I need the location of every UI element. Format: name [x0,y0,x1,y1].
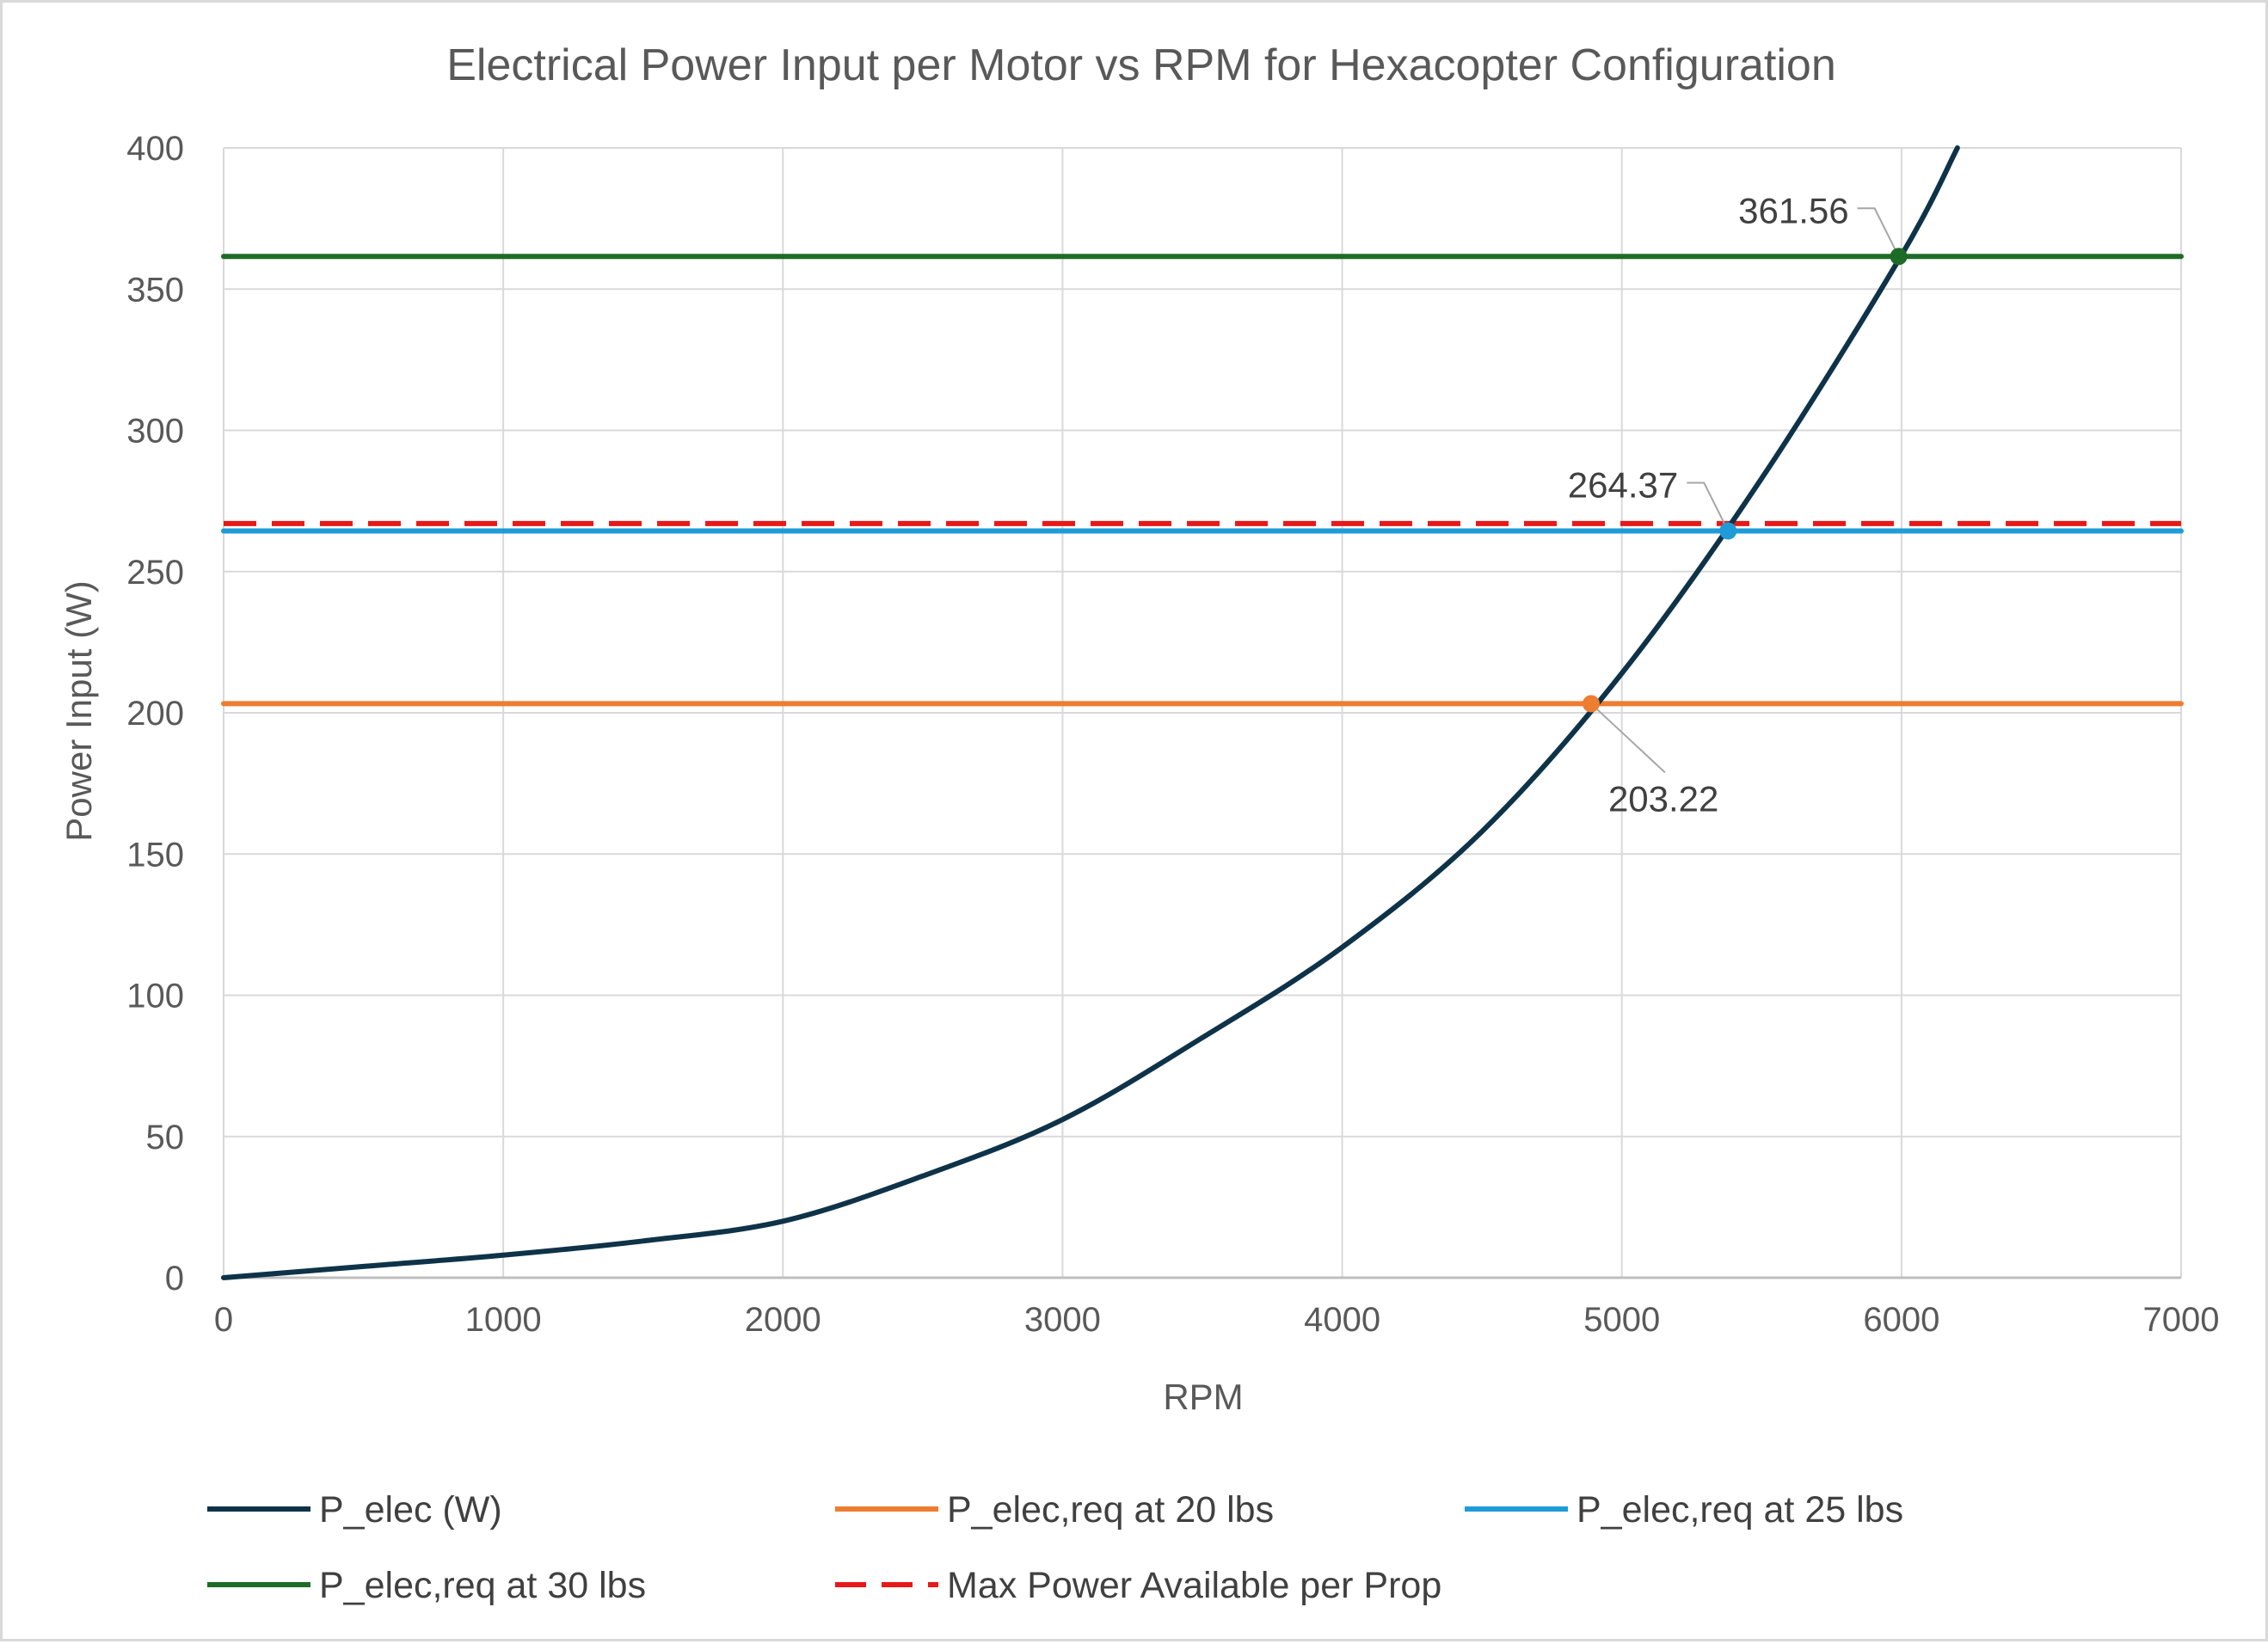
y-tick-label-150: 150 [126,836,184,874]
legend-item-0: P_elec (W) [207,1489,502,1531]
y-tick-label-300: 300 [126,413,184,451]
chart-svg: Electrical Power Input per Motor vs RPM … [58,40,2219,1606]
annotation-label-2: 361.56 [1738,190,1848,230]
series-layer [221,145,2184,1280]
annotation-marker-2 [1890,248,1908,266]
legend-label-4: Max Power Available per Prop [947,1565,1441,1606]
legend-item-4: Max Power Available per Prop [835,1565,1441,1606]
annotation-leader-2 [1857,207,1900,257]
annotation-marker-0 [1582,695,1600,713]
legend-label-3: P_elec,req at 30 lbs [319,1565,646,1606]
x-tick-label-4000: 4000 [1304,1301,1380,1339]
y-tick-label-0: 0 [165,1260,184,1297]
x-axis-label: RPM [1163,1377,1243,1417]
annotation-1: 264.37 [1568,465,1737,540]
annotation-label-0: 203.22 [1608,778,1718,819]
x-tick-label-7000: 7000 [2143,1301,2220,1339]
annotation-leader-0 [1590,702,1666,774]
x-tick-label-5000: 5000 [1583,1301,1660,1339]
annotation-2: 361.56 [1738,190,1908,266]
annotation-leader-1 [1687,482,1730,531]
legend-label-1: P_elec,req at 20 lbs [947,1489,1274,1531]
y-tick-label-100: 100 [126,978,184,1015]
legend: P_elec (W) P_elec,req at 20 lbs P_elec,req… [207,1489,1903,1606]
y-tick-label-350: 350 [126,271,184,309]
legend-label-0: P_elec (W) [319,1489,502,1531]
legend-item-2: P_elec,req at 25 lbs [1465,1489,1903,1531]
annotation-label-1: 264.37 [1568,465,1678,506]
x-tick-label-0: 0 [214,1301,233,1339]
x-tick-label-6000: 6000 [1863,1301,1939,1339]
y-tick-label-400: 400 [126,130,184,168]
y-tick-label-50: 50 [146,1119,185,1156]
legend-item-1: P_elec,req at 20 lbs [835,1489,1274,1531]
y-tick-label-200: 200 [126,695,184,733]
x-tick-label-1000: 1000 [465,1301,542,1339]
x-tick-label-3000: 3000 [1024,1301,1101,1339]
legend-label-2: P_elec,req at 25 lbs [1577,1489,1903,1531]
gridlines [223,147,2182,1279]
series-line-0 [221,145,1960,1280]
y-tick-label-250: 250 [126,554,184,592]
chart-title: Electrical Power Input per Motor vs RPM … [446,40,1836,90]
series-0 [221,145,1960,1280]
y-axis-label: Power Input (W) [58,580,99,841]
legend-item-3: P_elec,req at 30 lbs [207,1565,646,1606]
annotations: 203.22 264.37 361.56 [1568,190,1908,819]
x-tick-label-2000: 2000 [745,1301,821,1339]
tick-labels: 0 1000 2000 3000 4000 5000 6000 7000 0 50 100 150 20… [126,130,2219,1339]
annotation-marker-1 [1719,522,1737,540]
annotation-0: 203.22 [1582,695,1718,819]
